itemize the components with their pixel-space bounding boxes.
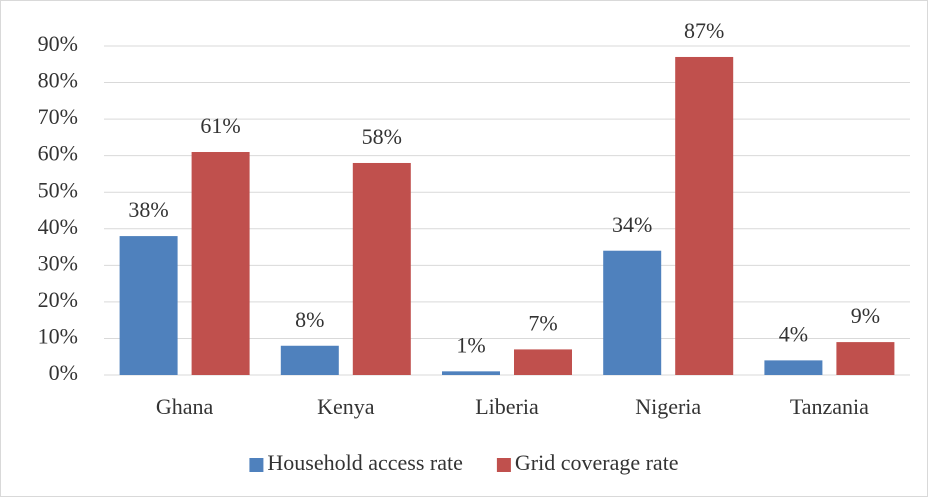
- y-tick-label: 90%: [38, 31, 78, 56]
- legend-label: Household access rate: [267, 450, 462, 475]
- y-tick-label: 20%: [38, 287, 78, 312]
- y-tick-label: 80%: [38, 68, 78, 93]
- legend-swatch: [249, 458, 264, 472]
- x-tick-label: Tanzania: [790, 394, 869, 419]
- data-label: 1%: [456, 332, 485, 357]
- legend-swatch: [496, 458, 511, 472]
- data-label: 8%: [295, 307, 324, 332]
- bar: [675, 56, 734, 375]
- data-label: 61%: [200, 113, 240, 138]
- y-tick-label: 0%: [49, 360, 78, 385]
- y-tick-label: 10%: [38, 323, 78, 348]
- data-label: 87%: [684, 18, 724, 43]
- bar: [280, 345, 339, 375]
- bar: [191, 152, 250, 375]
- bar: [119, 236, 178, 375]
- x-tick-label: Nigeria: [635, 394, 701, 419]
- legend-label: Grid coverage rate: [515, 450, 679, 475]
- x-tick-label: Liberia: [475, 394, 539, 419]
- y-tick-label: 50%: [38, 177, 78, 202]
- y-tick-label: 40%: [38, 214, 78, 239]
- data-label: 9%: [851, 303, 880, 328]
- y-tick-label: 70%: [38, 104, 78, 129]
- data-label: 58%: [362, 124, 402, 149]
- bar: [442, 371, 500, 375]
- bar: [352, 162, 411, 375]
- bar: [836, 342, 895, 375]
- bar: [514, 349, 572, 375]
- bar: [764, 360, 823, 375]
- x-tick-label: Ghana: [156, 394, 214, 419]
- bar: [603, 250, 662, 375]
- x-tick-label: Kenya: [317, 394, 375, 419]
- data-label: 7%: [528, 310, 557, 335]
- y-tick-label: 60%: [38, 141, 78, 166]
- data-label: 38%: [128, 197, 168, 222]
- data-label: 34%: [612, 212, 652, 237]
- data-label: 4%: [779, 321, 808, 346]
- y-tick-label: 30%: [38, 250, 78, 275]
